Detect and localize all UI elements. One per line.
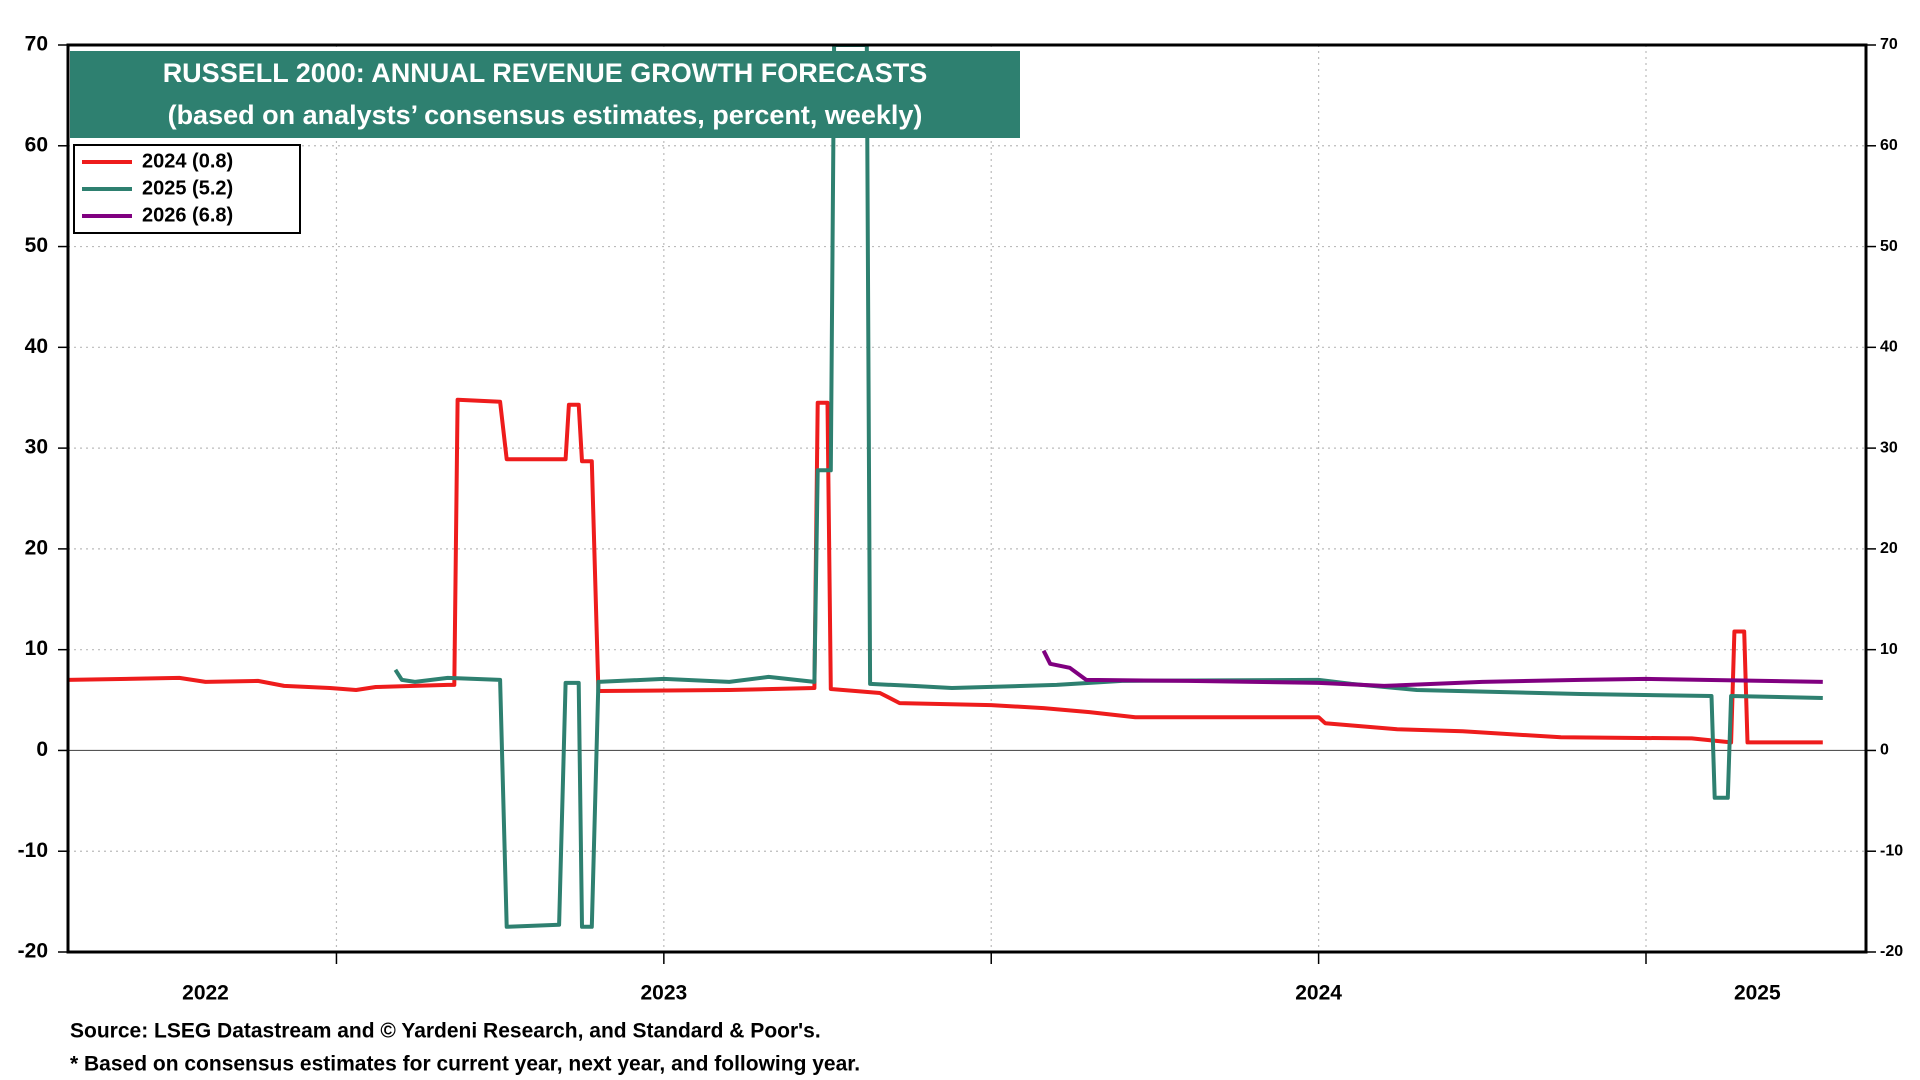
plot-lines — [68, 45, 1823, 929]
x-tick-label: 2022 — [182, 982, 229, 1005]
y-tick-label: 50 — [25, 234, 48, 257]
legend-label: 2025 (5.2) — [142, 177, 233, 199]
x-tick-label: 2025 — [1734, 982, 1781, 1005]
plot-frame — [66, 43, 1868, 954]
y-tick-label: 20 — [25, 536, 48, 559]
y2-tick-label: 30 — [1880, 439, 1898, 456]
footnote: * Based on consensus estimates for curre… — [70, 1053, 860, 1076]
y2-tick-label: 70 — [1880, 36, 1898, 53]
chart-title: RUSSELL 2000: ANNUAL REVENUE GROWTH FORE… — [163, 58, 928, 88]
y2-tick-label: -20 — [1880, 943, 1903, 960]
y-tick-label: -20 — [18, 940, 48, 963]
y2-tick-label: 40 — [1880, 339, 1898, 356]
y2-tick-label: 20 — [1880, 540, 1898, 557]
y2-tick-label: 0 — [1880, 742, 1889, 759]
y-tick-label: -10 — [18, 839, 48, 862]
y-tick-label: 30 — [25, 436, 48, 459]
series-line — [393, 45, 1823, 929]
y-tick-label: 60 — [25, 133, 48, 156]
title-box — [70, 51, 1020, 138]
x-tick-label: 2024 — [1295, 982, 1342, 1005]
footnote: Source: LSEG Datastream and © Yardeni Re… — [70, 1020, 821, 1043]
y2-tick-label: 50 — [1880, 238, 1898, 255]
y2-tick-label: 60 — [1880, 137, 1898, 154]
y-tick-label: 10 — [25, 637, 48, 660]
y2-tick-label: 10 — [1880, 641, 1898, 658]
y-tick-label: 0 — [36, 738, 48, 761]
chart-subtitle: (based on analysts’ consensus estimates,… — [168, 100, 923, 130]
y-tick-label: 40 — [25, 335, 48, 358]
y2-tick-label: -10 — [1880, 842, 1903, 859]
x-tick-label: 2023 — [640, 982, 687, 1005]
y-tick-label: 70 — [25, 33, 48, 56]
legend-label: 2026 (6.8) — [142, 204, 233, 226]
legend-label: 2024 (0.8) — [142, 150, 233, 172]
series-line — [68, 397, 1823, 745]
series-line — [1041, 649, 1823, 688]
